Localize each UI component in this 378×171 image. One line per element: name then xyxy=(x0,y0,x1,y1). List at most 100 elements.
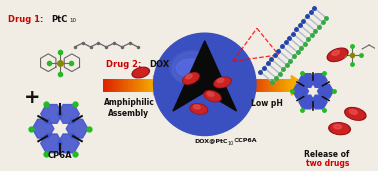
Circle shape xyxy=(153,33,256,136)
Polygon shape xyxy=(242,79,243,92)
Polygon shape xyxy=(248,79,249,92)
Polygon shape xyxy=(128,79,129,92)
Ellipse shape xyxy=(173,52,215,85)
Polygon shape xyxy=(111,79,112,92)
Polygon shape xyxy=(58,134,79,153)
Ellipse shape xyxy=(329,49,347,61)
Ellipse shape xyxy=(191,105,207,113)
Text: DOX: DOX xyxy=(150,60,170,69)
Polygon shape xyxy=(108,79,109,92)
Polygon shape xyxy=(131,79,132,92)
Polygon shape xyxy=(288,79,289,92)
Polygon shape xyxy=(257,79,258,92)
Polygon shape xyxy=(116,79,117,92)
Polygon shape xyxy=(119,79,120,92)
Polygon shape xyxy=(244,79,245,92)
Polygon shape xyxy=(121,79,122,92)
Ellipse shape xyxy=(345,108,366,120)
Polygon shape xyxy=(318,84,333,98)
Text: CP6A: CP6A xyxy=(48,151,72,160)
Polygon shape xyxy=(149,79,150,92)
Polygon shape xyxy=(265,79,266,92)
Polygon shape xyxy=(145,79,146,92)
Ellipse shape xyxy=(346,109,364,119)
Polygon shape xyxy=(120,79,121,92)
Polygon shape xyxy=(41,104,62,123)
Polygon shape xyxy=(147,79,148,92)
Polygon shape xyxy=(266,79,267,92)
Text: Release of: Release of xyxy=(304,150,352,159)
Polygon shape xyxy=(259,79,260,92)
Polygon shape xyxy=(299,74,315,87)
Text: +: + xyxy=(24,88,41,107)
Polygon shape xyxy=(281,79,282,92)
Polygon shape xyxy=(114,79,115,92)
Polygon shape xyxy=(245,79,246,92)
Ellipse shape xyxy=(177,59,204,77)
Ellipse shape xyxy=(330,124,349,134)
Polygon shape xyxy=(173,41,237,111)
Polygon shape xyxy=(277,79,278,92)
Polygon shape xyxy=(146,79,147,92)
Ellipse shape xyxy=(190,104,208,114)
Polygon shape xyxy=(135,79,136,92)
Polygon shape xyxy=(144,79,145,92)
Polygon shape xyxy=(153,76,168,95)
Polygon shape xyxy=(138,79,139,92)
Polygon shape xyxy=(311,74,327,87)
Polygon shape xyxy=(271,79,272,92)
Polygon shape xyxy=(267,79,268,92)
Polygon shape xyxy=(284,79,285,92)
Ellipse shape xyxy=(183,73,199,84)
Polygon shape xyxy=(241,79,242,92)
Text: Drug 1:: Drug 1: xyxy=(8,15,46,24)
Ellipse shape xyxy=(350,110,357,114)
Ellipse shape xyxy=(205,91,220,101)
Polygon shape xyxy=(274,79,275,92)
Polygon shape xyxy=(112,79,113,92)
Ellipse shape xyxy=(332,50,339,55)
Polygon shape xyxy=(104,79,105,92)
Polygon shape xyxy=(130,79,131,92)
Polygon shape xyxy=(252,79,253,92)
Text: Drug 2:: Drug 2: xyxy=(106,60,144,69)
Ellipse shape xyxy=(334,124,342,129)
Polygon shape xyxy=(132,79,133,92)
Text: Amphiphilic: Amphiphilic xyxy=(104,98,154,107)
Polygon shape xyxy=(117,79,118,92)
Ellipse shape xyxy=(329,123,350,135)
Polygon shape xyxy=(264,79,265,92)
Polygon shape xyxy=(41,134,62,153)
Ellipse shape xyxy=(184,73,198,83)
Polygon shape xyxy=(140,79,141,92)
Polygon shape xyxy=(262,79,263,92)
Polygon shape xyxy=(276,79,277,92)
Ellipse shape xyxy=(208,92,214,96)
Polygon shape xyxy=(270,79,271,92)
Text: PtC: PtC xyxy=(51,15,68,24)
Polygon shape xyxy=(268,79,269,92)
Polygon shape xyxy=(269,79,270,92)
Ellipse shape xyxy=(167,49,213,84)
Polygon shape xyxy=(247,79,248,92)
Polygon shape xyxy=(58,104,79,123)
Polygon shape xyxy=(287,79,288,92)
Ellipse shape xyxy=(133,68,148,77)
Polygon shape xyxy=(280,79,281,92)
Ellipse shape xyxy=(170,51,214,85)
Text: 10: 10 xyxy=(69,18,76,23)
Polygon shape xyxy=(107,79,108,92)
Text: 10: 10 xyxy=(228,141,234,146)
Polygon shape xyxy=(272,79,273,92)
Ellipse shape xyxy=(204,91,221,102)
Polygon shape xyxy=(253,79,254,92)
Ellipse shape xyxy=(217,78,224,83)
Polygon shape xyxy=(261,79,262,92)
Polygon shape xyxy=(141,79,142,92)
Ellipse shape xyxy=(214,77,231,88)
Polygon shape xyxy=(285,79,287,92)
Polygon shape xyxy=(103,79,104,92)
Polygon shape xyxy=(126,79,127,92)
Polygon shape xyxy=(106,79,107,92)
Text: two drugs: two drugs xyxy=(306,159,350,168)
